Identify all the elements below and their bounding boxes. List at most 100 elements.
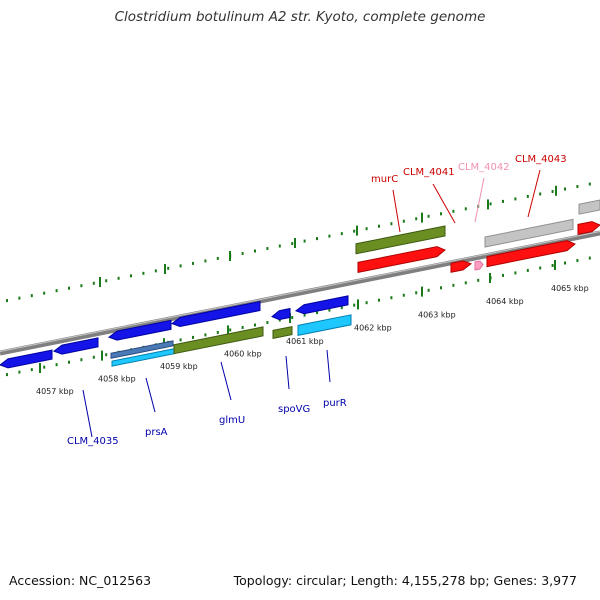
minor-tick [254,323,256,327]
feature-label-clm_4042: CLM_4042 [458,162,510,173]
minor-tick [204,259,207,263]
leader-line [145,377,156,413]
scale-label: 4057 kbp [36,387,74,396]
minor-tick [241,325,244,329]
feature-label-prsa: prsA [145,427,168,438]
minor-tick [291,242,294,246]
minor-tick [564,187,566,191]
major-tick [357,299,359,310]
scale-label: 4064 kbp [486,297,524,306]
minor-tick [154,269,157,273]
minor-tick [502,273,504,277]
minor-tick [477,278,480,282]
minor-tick [427,214,430,218]
minor-tick [303,313,306,317]
minor-tick [316,237,318,241]
minor-tick [452,209,455,213]
feature-label-clm_4043: CLM_4043 [515,154,567,165]
minor-tick [105,353,108,357]
feature-label-spovg: spoVG [278,404,310,415]
gene-arrow [450,260,473,273]
minor-tick [551,189,554,193]
major-tick [554,260,556,270]
major-tick [294,238,296,248]
minor-tick [526,194,529,198]
gene-arrow [294,295,349,315]
minor-tick [464,207,467,211]
gene-tracks [0,199,600,369]
gene-arrow [173,326,264,355]
gene-arrow [486,240,576,268]
minor-tick [539,192,542,196]
major-tick [229,251,231,261]
major-tick [39,363,41,373]
gene-arrow [170,300,261,328]
minor-tick [576,259,579,263]
major-tick [99,277,101,287]
minor-tick [179,264,182,268]
minor-tick [204,333,207,337]
feature-label-clm_4035: CLM_4035 [67,436,119,447]
leader-line [392,189,401,233]
minor-tick [316,311,318,315]
minor-tick [452,283,455,287]
feature-label-murc: murC [371,174,398,185]
gene-arrow [110,340,174,359]
gene-arrow [52,337,99,355]
minor-tick [340,232,343,236]
minor-tick [489,202,492,206]
minor-tick [55,363,58,367]
major-tick [164,264,166,274]
scale-label: 4065 kbp [551,284,589,293]
accession-label: Accession: NC_012563 [9,573,152,588]
minor-tick [514,271,517,275]
gene-arrow [355,225,446,255]
minor-tick [241,251,244,255]
minor-tick [216,330,219,334]
scale-label: 4062 kbp [354,323,392,332]
minor-tick [68,286,70,290]
minor-tick [402,219,405,223]
gene-arrow [484,218,574,248]
major-tick [487,199,489,210]
minor-tick [291,316,294,320]
genome-backbone [0,230,600,356]
minor-tick [440,212,442,216]
leader-line [285,355,290,390]
minor-tick [427,288,430,292]
minor-tick [192,335,194,339]
minor-tick [18,296,21,300]
major-tick [356,225,358,236]
minor-tick [30,368,33,372]
minor-tick [266,321,269,325]
minor-tick [378,224,380,228]
minor-tick [192,261,194,265]
major-tick [421,286,423,297]
minor-tick [216,256,219,260]
leader-line [432,183,456,224]
minor-tick [340,306,343,310]
minor-tick [564,261,566,265]
backbone-line [0,230,600,356]
minor-tick [328,234,331,238]
genome-summary: Topology: circular; Length: 4,155,278 bp… [233,573,577,588]
major-tick [101,350,103,361]
minor-tick [43,365,46,369]
leader-line [82,389,93,438]
minor-tick [6,373,8,377]
minor-tick [142,271,145,275]
gene-arrow [297,314,352,337]
major-tick [227,325,229,336]
minor-tick [254,249,256,253]
minor-tick [353,303,356,307]
minor-tick [303,239,306,243]
major-tick [489,273,491,283]
minor-tick [551,263,554,267]
minor-tick [92,355,95,359]
minor-tick [18,370,21,374]
minor-tick [353,229,356,233]
minor-tick [415,291,418,295]
gene-arrow [107,319,172,341]
minor-tick [588,256,591,260]
